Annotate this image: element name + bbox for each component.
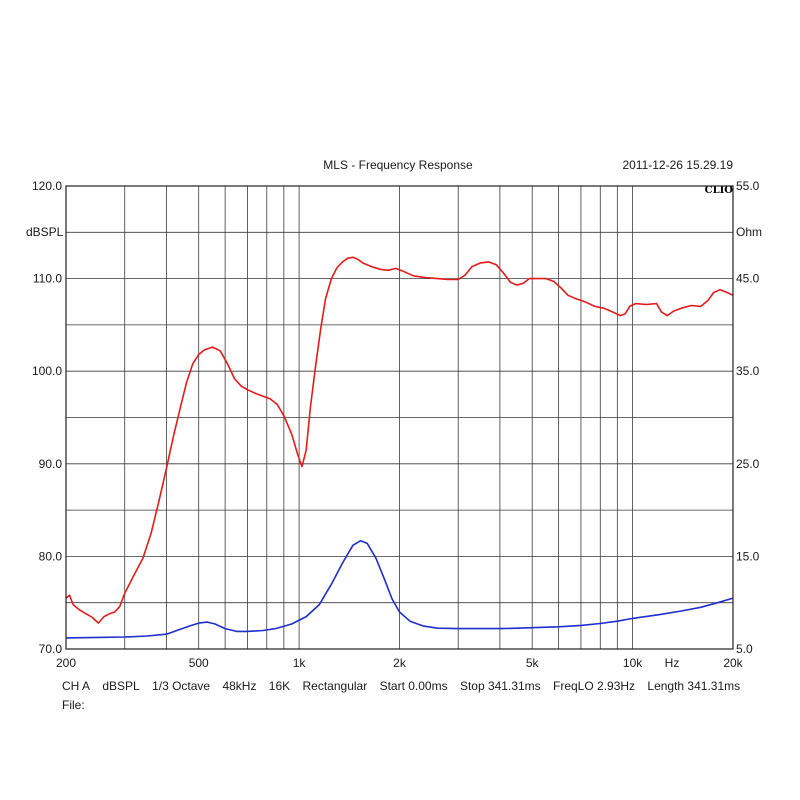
series-layer (65, 256, 734, 639)
footer-sample-rate: 48kHz (222, 679, 257, 693)
series-line-1 (65, 256, 734, 624)
x-tick-label: 1k (293, 656, 307, 670)
x-tick-label: 2k (393, 656, 407, 670)
chart-title: MLS - Frequency Response (323, 158, 473, 172)
y-left-tick-label: 120.0 (32, 179, 62, 193)
y-right-unit-label: Ohm (736, 225, 762, 239)
plot-frame (65, 185, 734, 650)
footer-size: 16K (268, 679, 291, 693)
y-right-tick-label: 5.0 (736, 642, 753, 656)
footer-length: Length 341.31ms (647, 679, 741, 693)
grid (66, 186, 733, 649)
tick-labels: 120.0 110.0 100.0 90.0 80.0 70.0 55.0 45.0 35.0 2… (32, 179, 760, 670)
footer-stop: Stop 341.31ms (459, 679, 541, 693)
x-unit-label: Hz (665, 656, 680, 670)
series-line-2 (65, 539, 734, 639)
y-right-tick-label: 25.0 (736, 457, 760, 471)
x-tick-label: 500 (189, 656, 209, 670)
y-left-tick-label: 110.0 (33, 272, 62, 286)
brand-logo: CLIO (705, 185, 734, 196)
footer-file: File: (62, 698, 85, 712)
y-left-unit-label: dBSPL (26, 225, 64, 239)
y-left-tick-label: 70.0 (39, 642, 63, 656)
y-left-tick-label: 80.0 (39, 549, 63, 563)
footer-settings: CH A dBSPL 1/3 Octave 48kHz 16K Rectangu… (62, 679, 749, 693)
y-right-tick-label: 15.0 (736, 549, 760, 563)
y-left-tick-label: 100.0 (32, 364, 62, 378)
y-right-tick-label: 35.0 (736, 364, 760, 378)
y-right-tick-label: 55.0 (736, 179, 760, 193)
footer-freqlo: FreqLO 2.93Hz (553, 679, 636, 693)
footer-unit: dBSPL (102, 679, 140, 693)
footer-channel: CH A (62, 679, 91, 693)
x-tick-label: 10k (623, 656, 643, 670)
footer-start: Start 0.00ms (379, 679, 448, 693)
x-tick-label: 20k (723, 656, 743, 670)
y-right-tick-label: 45.0 (736, 272, 760, 286)
y-left-tick-label: 90.0 (39, 457, 63, 471)
x-tick-label: 5k (526, 656, 540, 670)
x-tick-label: 200 (56, 656, 76, 670)
footer-window: Rectangular (302, 679, 368, 693)
footer-smoothing: 1/3 Octave (152, 679, 211, 693)
chart-timestamp: 2011-12-26 15.29.19 (622, 158, 733, 172)
